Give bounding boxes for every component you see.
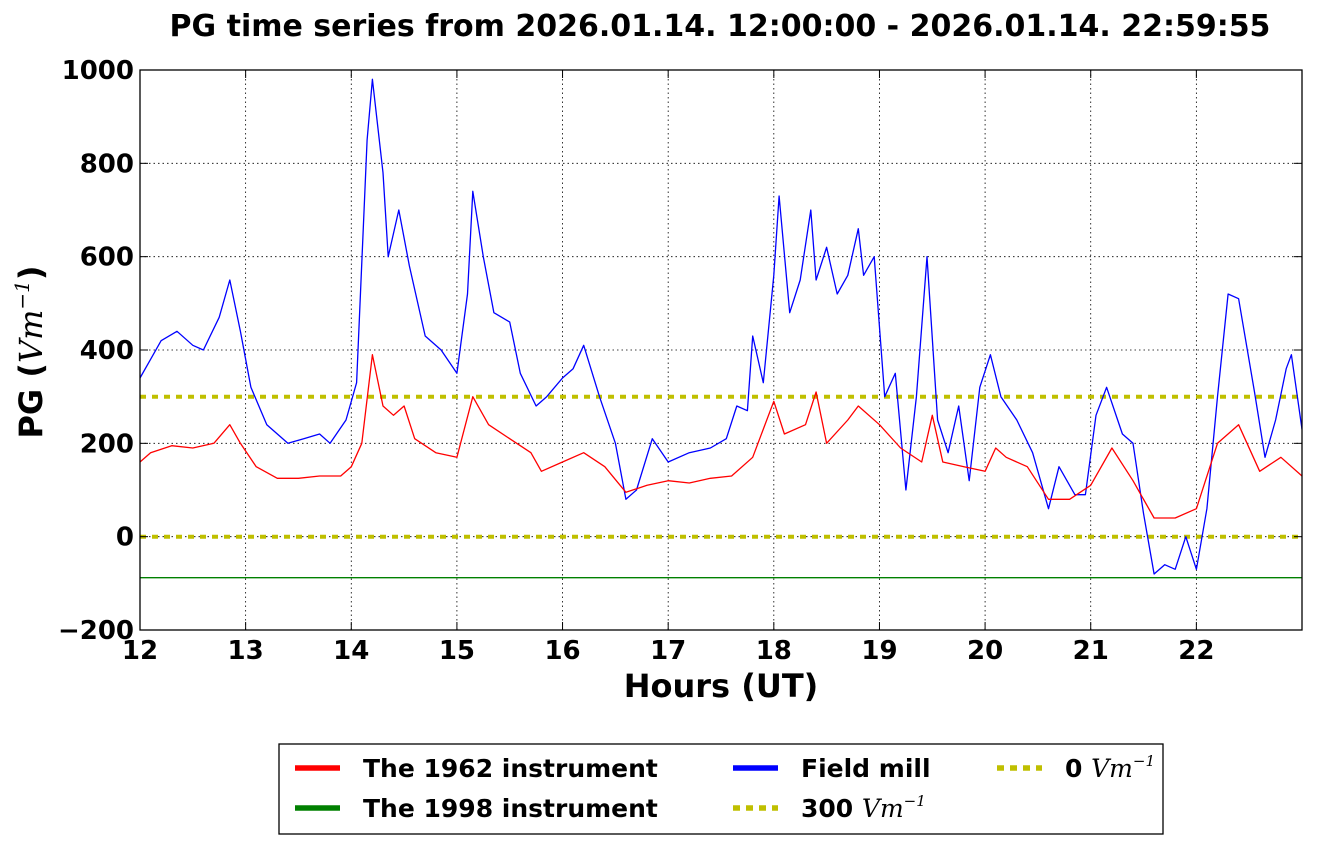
x-tick-label: 16 [544, 636, 580, 666]
series-field-mill-line [140, 78, 1302, 575]
series-layer [140, 78, 1302, 579]
x-tick-label: 20 [967, 636, 1003, 666]
y-tick-label: −200 [58, 616, 134, 646]
chart-title: PG time series from 2026.01.14. 12:00:00… [170, 9, 1271, 44]
legend-box [278, 743, 1164, 835]
series-the-1962-instrument-line [140, 354, 1302, 519]
x-tick-label: 17 [650, 636, 686, 666]
x-tick-label: 19 [861, 636, 897, 666]
y-tick-label: 1000 [62, 56, 134, 86]
x-tick-label: 21 [1073, 636, 1109, 666]
legend-label: Field mill [801, 754, 931, 783]
plot-area [140, 78, 1302, 579]
x-tick-label: 14 [333, 636, 369, 666]
y-tick-label: 800 [80, 149, 134, 179]
legend-label: 300 Vm−1 [801, 792, 926, 823]
y-axis-label-exponent: −1 [10, 280, 34, 309]
y-tick-label: 600 [80, 243, 134, 273]
legend-label: The 1962 instrument [363, 754, 658, 783]
y-tick-labels: −200 0 200 400 600 800 1000 [58, 56, 134, 646]
x-tick-label: 22 [1178, 636, 1214, 666]
y-axis-label-text: PG [12, 389, 50, 439]
x-tick-label: 15 [439, 636, 475, 666]
x-tick-labels: 12 13 14 15 16 17 18 19 20 21 22 [122, 636, 1215, 666]
legend-label: The 1998 instrument [363, 794, 658, 823]
x-tick-label: 13 [228, 636, 264, 666]
x-axis-label: Hours (UT) [624, 667, 819, 705]
y-axis-label: PG (Vm−1) [10, 265, 50, 438]
x-tick-label: 18 [756, 636, 792, 666]
y-tick-label: 0 [116, 523, 134, 553]
y-tick-label: 400 [80, 336, 134, 366]
y-tick-label: 200 [80, 429, 134, 459]
grid-lines [140, 70, 1302, 630]
y-axis-label-unit: Vm [12, 310, 50, 363]
legend: The 1962 instrument The 1998 instrument Fi… [278, 743, 1164, 835]
tick-marks [139, 69, 1302, 631]
legend-label: 0 Vm−1 [1065, 752, 1155, 783]
x-tick-label: 12 [122, 636, 158, 666]
